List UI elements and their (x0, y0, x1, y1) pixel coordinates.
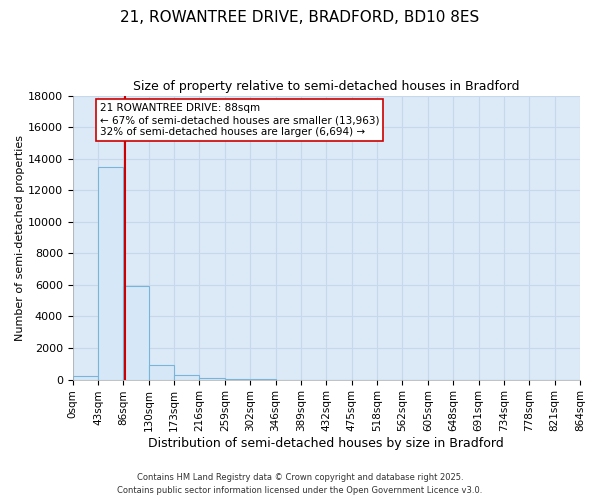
Bar (98, 166, 124, 380)
Text: 21, ROWANTREE DRIVE, BRADFORD, BD10 8ES: 21, ROWANTREE DRIVE, BRADFORD, BD10 8ES (121, 10, 479, 25)
Text: 21 ROWANTREE DRIVE: 88sqm
← 67% of semi-detached houses are smaller (13,963)
32%: 21 ROWANTREE DRIVE: 88sqm ← 67% of semi-… (100, 104, 379, 136)
X-axis label: Distribution of semi-detached houses by size in Bradford: Distribution of semi-detached houses by … (148, 437, 504, 450)
Text: Contains HM Land Registry data © Crown copyright and database right 2025.
Contai: Contains HM Land Registry data © Crown c… (118, 474, 482, 495)
Bar (174, 375, 199, 380)
Bar (124, 286, 149, 380)
Bar (149, 364, 174, 380)
Bar (225, 379, 250, 380)
Bar (199, 378, 225, 380)
Y-axis label: Number of semi-detached properties: Number of semi-detached properties (15, 134, 25, 340)
Bar (73, 376, 98, 380)
Title: Size of property relative to semi-detached houses in Bradford: Size of property relative to semi-detach… (133, 80, 520, 93)
